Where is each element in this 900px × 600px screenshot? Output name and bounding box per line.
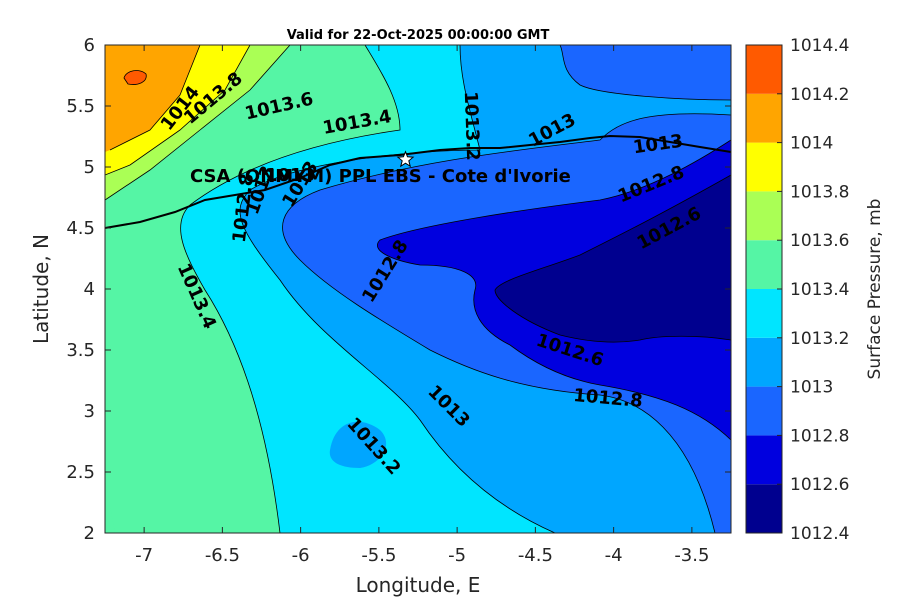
colorbar-swatch	[746, 484, 782, 533]
colorbar-tick-label: 1013.8	[790, 182, 849, 202]
coastline	[105, 134, 731, 229]
contour-line-1014	[109, 45, 201, 151]
contour-band-1014	[105, 45, 200, 152]
y-tick-label: 6	[84, 35, 95, 56]
contour-line-1013.8	[105, 45, 251, 176]
colorbar-tick-label: 1012.4	[790, 524, 849, 544]
y-axis-label: Latitude, N	[29, 234, 53, 344]
station-star-icon	[396, 150, 415, 168]
colorbar-tick-label: 1014.2	[790, 85, 849, 105]
y-tick-label: 2	[84, 523, 95, 544]
x-tick-label: -6	[292, 545, 310, 566]
x-tick-label: -5	[448, 545, 466, 566]
y-tick-label: 4	[84, 279, 95, 300]
x-axis: -7 -6.5 -6 -5.5 -5 -4.5 -4 -3.5	[135, 45, 709, 566]
x-tick-label: -6.5	[205, 545, 240, 566]
x-tick-label: -5.5	[361, 545, 396, 566]
colorbar-tick-label: 1014.4	[790, 36, 849, 56]
x-tick-label: -3.5	[674, 545, 709, 566]
station-layer: CSA (ONMYM) PPL EBS - Cote d'Ivorie	[190, 150, 571, 187]
colorbar-label: Surface Pressure, mb	[865, 199, 885, 380]
colorbar-swatch	[746, 45, 782, 94]
y-tick-label: 5	[84, 157, 95, 178]
chart-title: Valid for 22-Oct-2025 00:00:00 GMT	[287, 28, 550, 43]
contour-line-1014.2	[123, 70, 147, 85]
contour-fill-layer	[105, 45, 731, 533]
x-tick-label: -4.5	[518, 545, 553, 566]
colorbar-tick-label: 1013.4	[790, 280, 849, 300]
colorbar-swatch	[746, 337, 782, 387]
contour-line-1012.4	[494, 174, 731, 343]
y-tick-label: 3.5	[66, 340, 95, 361]
colorbar-tick-label: 1013.6	[790, 231, 849, 251]
contour-line-1013.6	[105, 45, 291, 201]
x-tick-label: -4	[605, 545, 623, 566]
colorbar-swatch	[746, 435, 782, 485]
colorbar-swatch	[746, 93, 782, 143]
y-tick-label: 5.5	[66, 96, 95, 117]
y-tick-label: 2.5	[66, 462, 95, 483]
colorbar-tick-label: 1012.6	[790, 475, 849, 495]
colorbar-swatch	[746, 386, 782, 436]
contour-line-1012.8-inner	[282, 113, 731, 533]
contour-band-1012.4	[495, 175, 731, 343]
contour-label: 1013	[265, 165, 315, 186]
colorbar-tick-label: 1014	[790, 134, 833, 154]
colorbar-tick-label: 1013.2	[790, 329, 849, 349]
colorbar-tick-label: 1012.8	[790, 426, 849, 446]
contour-line-1012.8	[559, 45, 731, 101]
contour-lines	[105, 45, 731, 533]
colorbar-swatch	[746, 142, 782, 192]
contour-label: 1013.2	[460, 91, 483, 161]
colorbar-swatch	[746, 289, 782, 338]
y-tick-label: 3	[84, 401, 95, 422]
station-label: CSA (ONMYM) PPL EBS - Cote d'Ivorie	[190, 166, 571, 187]
colorbar-swatch	[746, 191, 782, 241]
y-tick-label: 4.5	[66, 218, 95, 239]
colorbar-tick-label: 1013	[790, 378, 833, 398]
contour-band-1013.4-left	[105, 480, 115, 533]
colorbar: 1012.4 1012.6 1012.8 1013 1013.2 1013.4 1013.6…	[745, 36, 849, 544]
contour-band-1014.2	[124, 70, 147, 85]
x-tick-label: -7	[135, 545, 153, 566]
contour-band-1013-island	[329, 421, 387, 468]
contour-line-1013.2	[239, 45, 556, 533]
x-axis-label: Longitude, E	[356, 573, 481, 597]
colorbar-swatch	[746, 240, 782, 289]
contour-line-1012.6	[377, 139, 731, 441]
y-axis: 2 2.5 3 3.5 4 4.5 5 5.5 6	[66, 35, 731, 544]
